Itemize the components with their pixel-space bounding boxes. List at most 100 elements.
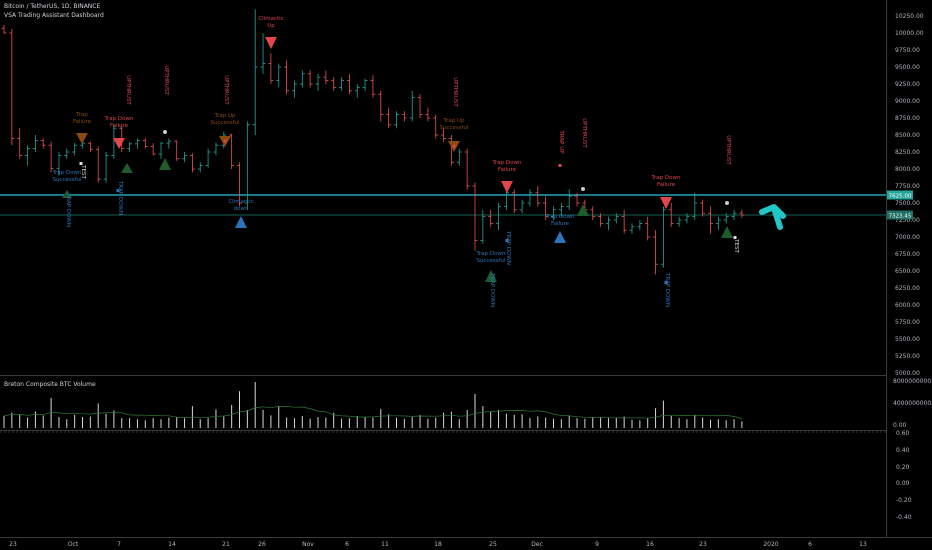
current-price-tag-bg	[887, 190, 913, 200]
time-axis-label: 11	[381, 541, 389, 548]
triangle-up-icon	[121, 163, 133, 173]
price-axis-label: 6750.00	[895, 251, 920, 258]
volume-moving-average	[3, 405, 742, 419]
label-trap-down-failure-3a: Trap Down	[650, 175, 681, 181]
time-axis-label: Dec	[531, 541, 543, 548]
label-trap-failure-a: Trap	[75, 112, 88, 118]
price-axis-label: 5750.00	[895, 319, 920, 326]
time-axis-label: Nov	[302, 541, 314, 548]
label-trap-down-failure-2a: Trap Down	[491, 160, 522, 166]
oscillator-axis-label: -0.40	[896, 514, 912, 521]
dot-marker-icon	[223, 139, 227, 143]
time-axis-label: 25	[489, 541, 497, 548]
vertical-trap-up: TRAP UP	[558, 129, 564, 154]
volume-axis-label: 0.00	[893, 422, 907, 429]
label-bear-trap-b: Failure	[551, 221, 570, 227]
label-bear-trap-a: Trap Down	[544, 214, 575, 220]
time-axis-label: 23	[9, 541, 17, 548]
vertical-trap-down-1: TRAP DOWN	[65, 192, 71, 227]
vertical-trap-down-3: TRAP DOWN	[505, 230, 511, 265]
triangle-up-icon	[554, 231, 566, 243]
second-price-tag: 7323.45	[889, 214, 912, 220]
candlestick-series	[1, 9, 745, 275]
price-axis-label: 6500.00	[895, 268, 920, 275]
price-axis-label: 5500.00	[895, 336, 920, 343]
current-price-tag: 7625.00	[889, 194, 912, 200]
volume-series	[3, 382, 743, 428]
price-axis-label: 6250.00	[895, 285, 920, 292]
price-axis-label: 10000.00	[895, 30, 924, 37]
price-axis-label: 5250.00	[895, 353, 920, 360]
price-axis-label: 9250.00	[895, 81, 920, 88]
time-axis-label: 16	[646, 541, 654, 548]
time-axis-label: 6	[345, 541, 349, 548]
oscillator-axis-label: 0.60	[896, 430, 910, 437]
vertical-trap-down-5: TRAP DOWN	[664, 272, 670, 307]
label-trap-up-successful-2a: Trap Up	[443, 118, 465, 124]
label-trap-down-successful-2b: Successful	[476, 258, 506, 264]
price-axis-label: 7250.00	[895, 217, 920, 224]
price-axis-label: 9500.00	[895, 64, 920, 71]
arrow-up-right-icon	[759, 204, 786, 230]
oscillator-axis-label: 0.20	[896, 464, 910, 471]
oscillator-axis-label: 0.40	[896, 447, 910, 454]
label-climactic-down-a: Climactic	[228, 199, 253, 205]
time-axis-label: 7	[117, 541, 121, 548]
time-axis-label: 26	[258, 541, 266, 548]
label-climactic-down-b: down	[234, 206, 249, 212]
vertical-upthrust-2: UPTHRUST	[163, 65, 169, 95]
triangle-up-icon	[721, 226, 733, 238]
test-marker-icon	[733, 236, 737, 239]
volume-panel-title: Breton Composite BTC Volume	[4, 381, 96, 388]
label-trap-down-failure-1b: Failure	[110, 123, 129, 129]
price-axis-label: 9000.00	[895, 98, 920, 105]
annotation-layer: Trap Down Successful TRAP DOWN Trap Fail…	[51, 16, 739, 307]
dot-marker-icon	[163, 130, 167, 134]
label-trap-down-failure-3b: Failure	[657, 182, 676, 188]
vertical-upthrust-6: UPTHRUST	[725, 135, 731, 165]
label-trap-down-successful-2a: Trap Down	[475, 251, 506, 257]
triangle-up-icon	[577, 204, 589, 216]
test-marker-icon	[79, 162, 83, 165]
trap-marker-icon	[116, 189, 120, 192]
volume-axis[interactable]: 8000000000.00 4000000000.00 0.00	[893, 378, 932, 429]
time-axis-label: 2020	[763, 541, 778, 548]
label-trap-up-successful-a: Trap Up	[214, 113, 236, 119]
time-axis-label: 6	[808, 541, 812, 548]
dot-marker-icon	[452, 144, 456, 148]
price-axis-label: 8250.00	[895, 149, 920, 156]
second-price-tag-bg	[887, 210, 913, 220]
volume-axis-label: 8000000000.00	[893, 378, 932, 385]
volume-axis-label: 4000000000.00	[893, 400, 932, 407]
oscillator-axis[interactable]: 0.60 0.40 0.20 0.00 -0.20 -0.40	[896, 430, 912, 521]
vertical-upthrust-3: UPTHRUST	[223, 75, 229, 105]
dot-marker-icon	[581, 187, 585, 191]
price-axis-label: 8000.00	[895, 166, 920, 173]
vertical-test-2: TEST	[733, 238, 739, 253]
trap-marker-icon	[664, 281, 668, 284]
label-trap-down-successful-1a: Trap Down	[51, 170, 82, 176]
time-axis-label: 23	[699, 541, 707, 548]
time-axis-label: 9	[595, 541, 599, 548]
price-axis-label: 8750.00	[895, 115, 920, 122]
dot-marker-icon	[725, 201, 729, 205]
vertical-upthrust-4: UPTHRUST	[452, 77, 458, 107]
time-axis-label: 18	[434, 541, 442, 548]
vertical-trap-down-4: TRAP DOWN	[489, 272, 495, 307]
triangle-down-icon	[660, 197, 672, 209]
price-axis[interactable]: 10250.00 10000.00 9750.00 9500.00 9250.00 900…	[895, 13, 924, 377]
price-axis-label: 7000.00	[895, 234, 920, 241]
label-climactic-up-b: Up	[267, 23, 275, 29]
triangle-down-icon	[76, 133, 88, 144]
time-axis-label: 14	[168, 541, 176, 548]
triangle-down-icon	[113, 138, 125, 149]
symbol-title: Bitcoin / TetherUS, 1D, BINANCE	[4, 3, 101, 10]
price-axis-label: 7750.00	[895, 183, 920, 190]
label-trap-down-failure-1a: Trap Down	[103, 116, 134, 122]
time-axis-label: 21	[222, 541, 230, 548]
vertical-upthrust-5: UPTHRUST	[581, 118, 587, 148]
time-axis[interactable]: 23 Oct 7 14 21 26 Nov 6 11 18 25 Dec 9 16 23 2020 6 13	[9, 541, 867, 548]
price-axis-label: 5000.00	[895, 370, 920, 377]
time-axis-label: 13	[859, 541, 867, 548]
